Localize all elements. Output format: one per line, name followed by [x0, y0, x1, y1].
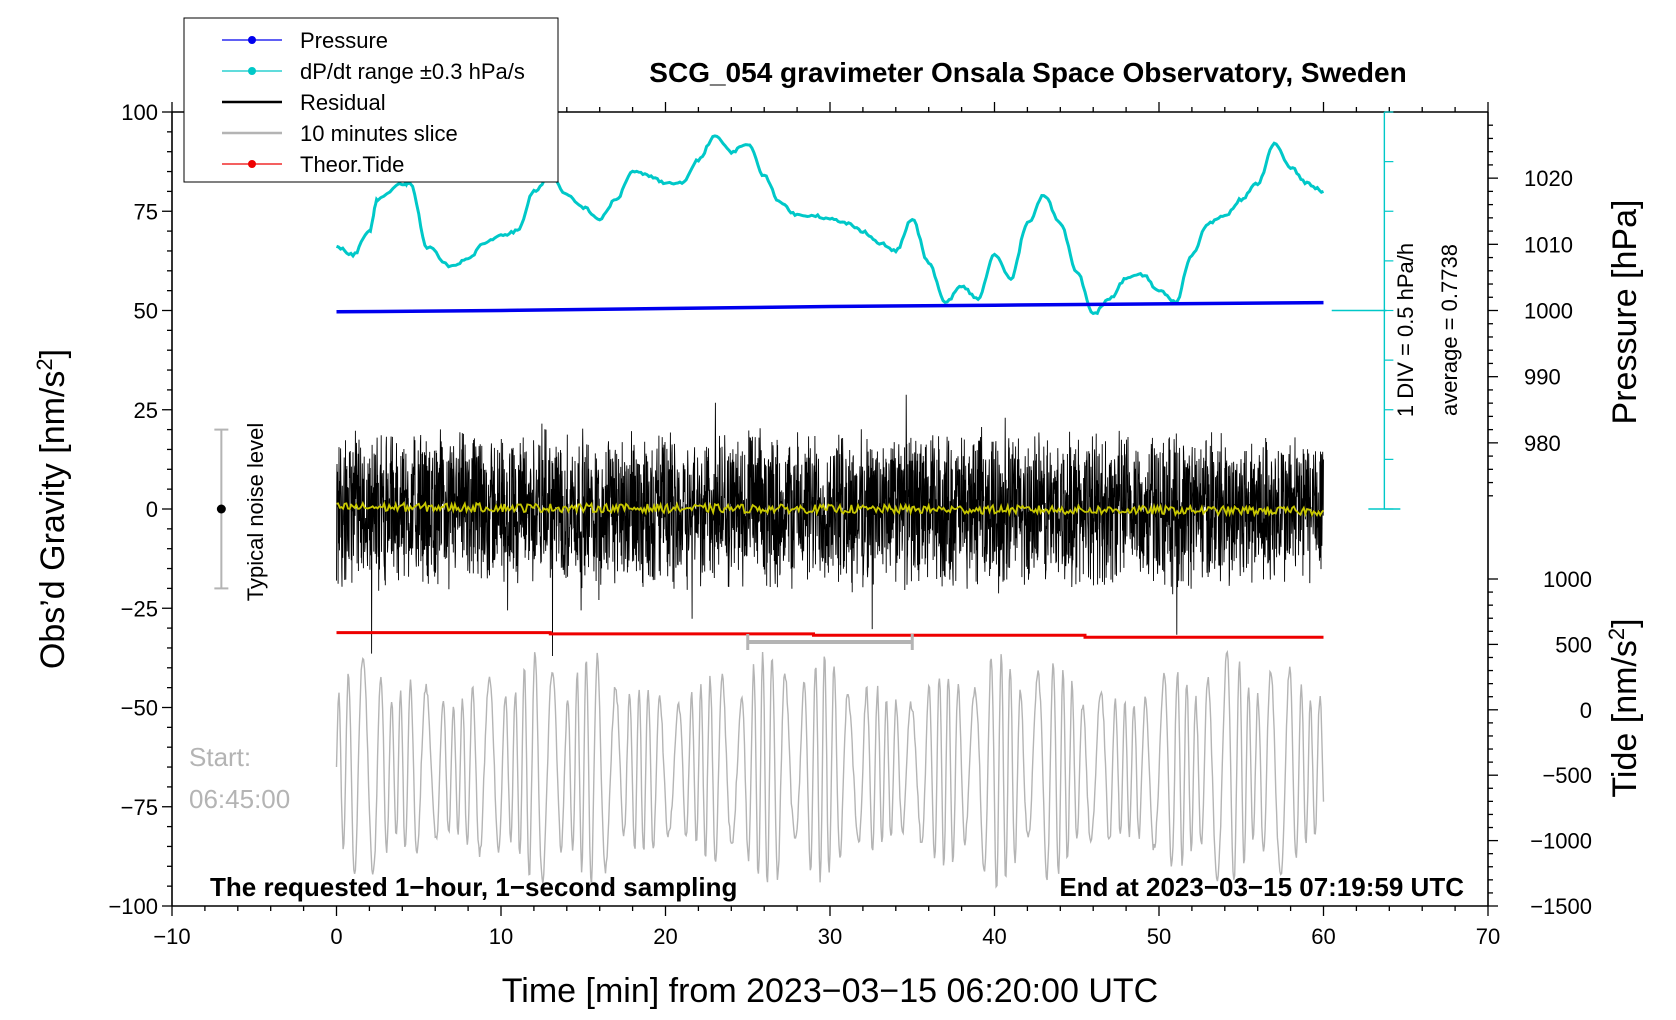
pressure-tick-label: 1000 — [1524, 299, 1573, 324]
legend-box — [183, 17, 559, 183]
tide-tick-label: 500 — [1555, 632, 1592, 657]
smoothed-residual-line — [336, 500, 1325, 518]
x-axis-title: Time [min] from 2023−03−15 06:20:00 UTC — [502, 972, 1158, 1010]
start-label: Start: — [189, 742, 251, 772]
dpdt-divider-scale — [1331, 111, 1401, 510]
x-tick-label: 60 — [1311, 924, 1335, 949]
chart-title: SCG_054 gravimeter Onsala Space Observat… — [649, 57, 1406, 88]
x-tick-label: 70 — [1476, 924, 1500, 949]
end-time-note: End at 2023−03−15 07:19:59 UTC — [1059, 872, 1464, 902]
residual-series-line — [336, 394, 1324, 657]
tide-tick-label: 0 — [1580, 698, 1592, 723]
divider-text-1: 1 DIV = 0.5 hPa/h — [1393, 243, 1418, 417]
legend-label: Pressure — [300, 28, 388, 53]
y-axis-title-close: ] — [34, 349, 72, 358]
legend-label: Theor.Tide — [300, 152, 404, 177]
y-tick-label: −25 — [121, 596, 158, 621]
x-tick-label: 0 — [330, 924, 342, 949]
left-axis-ticks: 100 75 50 25 0 −25 −50 −75 −100 — [108, 100, 172, 919]
x-axis-ticks: −10 0 10 20 30 40 50 60 70 — [153, 102, 1500, 949]
y-axis-title-sup: 2 — [32, 358, 57, 370]
y-tick-label: 100 — [121, 100, 158, 125]
start-time: 06:45:00 — [189, 784, 290, 814]
tide-axis-title-sup: 2 — [1604, 628, 1629, 640]
y-axis-title-main: Obs’d Gravity [nm/s — [34, 371, 72, 670]
legend-label: Residual — [300, 90, 386, 115]
tide-axis-ticks: 1000 500 0 −500 −1000 −1500 — [1488, 567, 1592, 919]
y-axis-title: Obs’d Gravity [nm/s2] — [32, 349, 72, 669]
x-tick-label: 30 — [818, 924, 842, 949]
legend-marker — [248, 36, 256, 44]
tide-tick-label: −500 — [1542, 763, 1592, 788]
x-tick-label: 40 — [982, 924, 1006, 949]
y-tick-label: 50 — [134, 299, 158, 324]
tide-axis-title-main: Tide [nm/s — [1606, 640, 1644, 797]
y-tick-label: 0 — [146, 497, 158, 522]
y-tick-label: −50 — [121, 696, 158, 721]
series-layer — [335, 134, 1325, 889]
y-tick-label: −100 — [108, 894, 158, 919]
x-tick-label: 20 — [653, 924, 677, 949]
legend-label: 10 minutes slice — [300, 121, 458, 146]
tide-axis-title: Tide [nm/s2] — [1604, 618, 1644, 797]
legend-label: dP/dt range ±0.3 hPa/s — [300, 59, 525, 84]
divider-text-2: average = 0.7738 — [1437, 244, 1462, 416]
x-tick-label: −10 — [153, 924, 190, 949]
tide-tick-label: −1000 — [1530, 829, 1592, 854]
pressure-tick-label: 1020 — [1524, 166, 1573, 191]
y-tick-label: 75 — [134, 199, 158, 224]
legend-marker — [248, 160, 256, 168]
pressure-series-line — [336, 300, 1324, 314]
pressure-axis-title: Pressure [hPa] — [1606, 200, 1644, 425]
pressure-tick-label: 1010 — [1524, 232, 1573, 257]
y-tick-label: −75 — [121, 795, 158, 820]
tide-series-line — [336, 631, 1324, 639]
x-tick-label: 10 — [489, 924, 513, 949]
chart-legend: Pressure dP/dt range ±0.3 hPa/s Residual 10… — [183, 17, 559, 183]
dpdt-series-line — [335, 134, 1325, 316]
pressure-axis-ticks: 1020 1010 1000 990 980 — [1488, 124, 1573, 497]
pressure-tick-label: 990 — [1524, 365, 1561, 390]
y-tick-label: 25 — [134, 398, 158, 423]
slice-series-line — [335, 649, 1325, 889]
pressure-tick-label: 980 — [1524, 431, 1561, 456]
noise-level-label: Typical noise level — [243, 423, 268, 602]
noise-level-indicator — [214, 428, 229, 590]
tide-axis-title-close: ] — [1606, 618, 1644, 627]
noise-bar-dot — [216, 504, 226, 514]
x-tick-label: 50 — [1147, 924, 1171, 949]
tide-tick-label: 1000 — [1543, 567, 1592, 592]
legend-marker — [248, 67, 256, 75]
tide-tick-label: −1500 — [1530, 894, 1592, 919]
sampling-note: The requested 1−hour, 1−second sampling — [210, 872, 737, 902]
